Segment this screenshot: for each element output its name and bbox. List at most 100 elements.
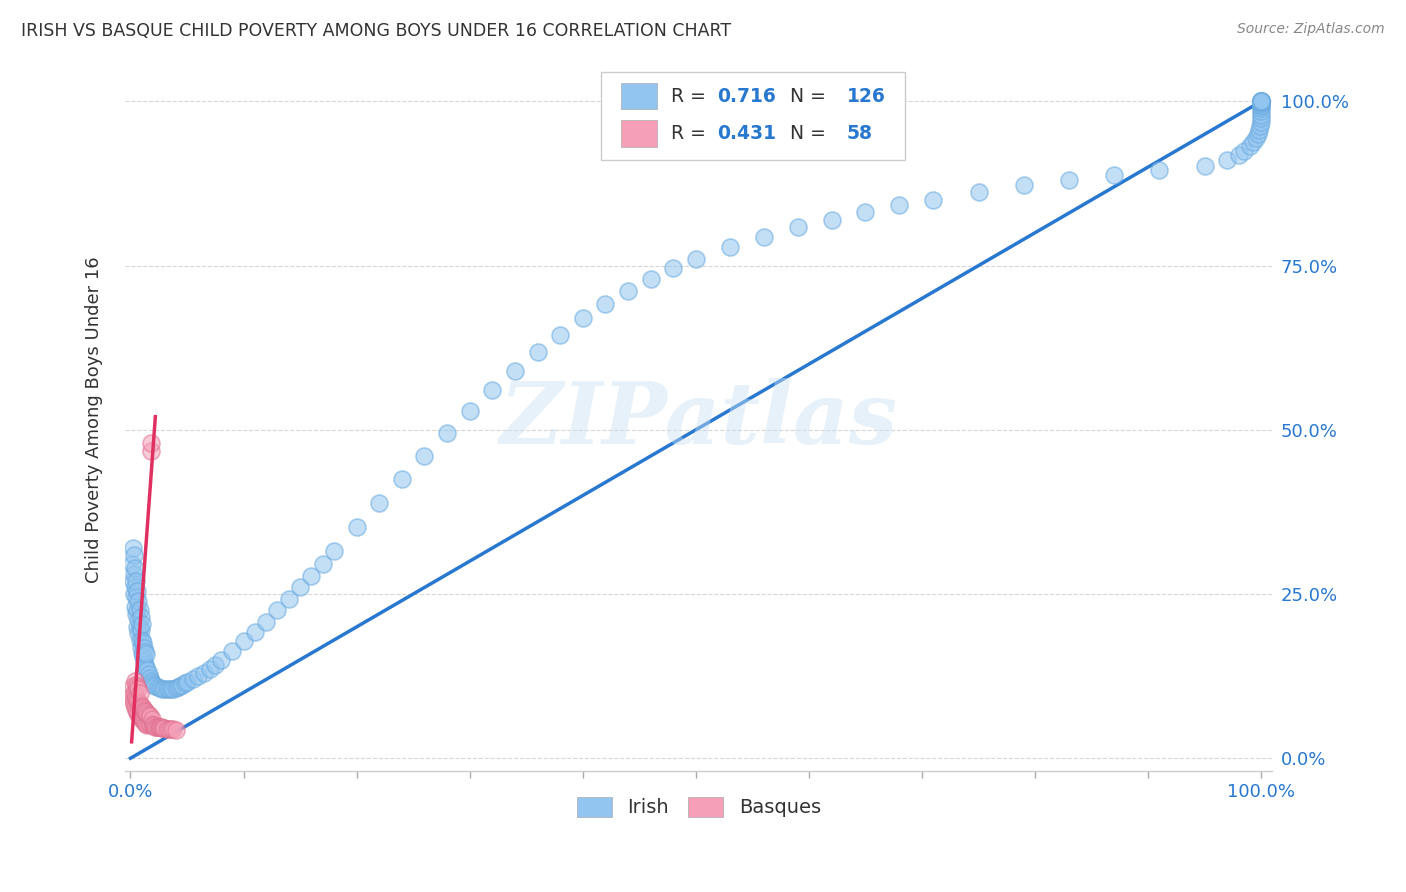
Point [127,681,149,695]
Point [1250,104,1272,119]
Point [204,657,226,672]
Point [1250,95,1272,109]
Text: N =: N = [778,124,832,143]
Point [181,673,204,687]
Point [160,682,183,697]
Bar [620,120,658,146]
Point [135,717,157,731]
Point [124,560,146,574]
Point [1216,153,1239,168]
Point [128,620,150,634]
Point [150,681,173,696]
Point [548,327,571,342]
Point [169,679,191,693]
Point [122,685,145,699]
Point [124,673,146,688]
Point [1250,95,1272,109]
Point [138,707,160,722]
Text: 126: 126 [846,87,886,105]
Point [127,626,149,640]
Point [160,723,183,737]
Point [436,426,458,441]
Point [150,720,173,734]
Point [139,436,162,450]
Point [503,364,526,378]
Text: R =: R = [671,87,711,105]
Point [150,721,173,735]
Point [127,695,149,709]
Point [125,678,148,692]
Point [146,720,169,734]
Point [1250,99,1272,113]
Point [131,646,153,660]
Point [617,284,640,298]
Point [1247,123,1270,137]
Point [141,675,163,690]
Point [129,610,152,624]
Point [165,681,187,695]
Point [127,613,149,627]
Point [156,682,179,697]
Point [125,574,148,588]
Point [141,717,163,731]
Point [277,592,299,607]
Point [1250,115,1272,129]
Point [162,681,184,696]
Point [122,698,145,712]
Point [1250,95,1272,109]
Point [173,676,195,690]
Text: 0.716: 0.716 [717,87,776,105]
Point [1250,95,1272,109]
Point [139,673,162,688]
FancyBboxPatch shape [602,72,905,160]
Point [1250,95,1272,109]
Point [141,712,163,726]
Point [121,541,143,555]
Point [662,261,685,276]
Point [153,721,176,735]
Point [124,700,146,714]
Point [129,623,152,637]
Text: Source: ZipAtlas.com: Source: ZipAtlas.com [1237,22,1385,37]
Point [232,634,254,648]
Point [157,682,180,697]
Y-axis label: Child Poverty Among Boys Under 16: Child Poverty Among Boys Under 16 [86,257,103,583]
Point [132,649,155,664]
Point [299,568,322,582]
Point [752,229,775,244]
Point [136,663,159,677]
Text: ZIPatlas: ZIPatlas [499,378,897,462]
Point [922,193,945,207]
Point [413,449,436,463]
Point [128,685,150,699]
Point [176,675,198,690]
Point [526,345,548,359]
Point [1102,168,1125,182]
Point [127,707,149,722]
Point [1250,112,1272,126]
Point [1239,139,1261,153]
Text: N =: N = [778,87,832,105]
Point [125,703,148,717]
Point [167,681,190,695]
Point [209,653,232,667]
Point [122,567,145,582]
Point [121,689,143,703]
Point [135,648,157,662]
Point [131,712,153,726]
Point [131,700,153,714]
Point [127,693,149,707]
Point [135,660,157,674]
Point [129,640,152,654]
Point [122,587,145,601]
Point [1233,144,1256,158]
Point [136,718,159,732]
Point [127,620,149,634]
Point [595,296,617,310]
Point [571,311,593,326]
Text: R =: R = [671,124,711,143]
Point [266,603,288,617]
Point [172,678,194,692]
Point [1149,163,1171,178]
Point [138,709,160,723]
